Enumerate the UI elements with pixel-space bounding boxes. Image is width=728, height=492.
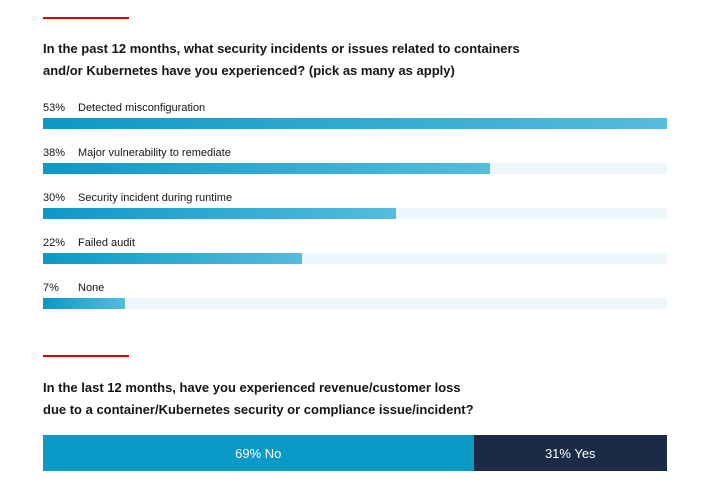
question2-line1: In the last 12 months, have you experien… — [43, 380, 461, 395]
bar-fill — [43, 253, 303, 264]
question1-line2: and/or Kubernetes have you experienced? … — [43, 63, 455, 78]
question1-title: In the past 12 months, what security inc… — [43, 38, 683, 82]
bar-category-label: Failed audit — [78, 237, 135, 249]
bar-row: 53% Detected misconfiguration — [43, 101, 667, 129]
section2-accent-rule — [43, 355, 129, 357]
section1-accent-rule — [43, 17, 129, 19]
bar-category-label: Major vulnerability to remediate — [78, 147, 231, 159]
bar-track — [43, 298, 667, 309]
question1-line1: In the past 12 months, what security inc… — [43, 41, 520, 56]
bar-row: 30% Security incident during runtime — [43, 191, 667, 219]
bar-label: 38% Major vulnerability to remediate — [43, 146, 231, 160]
bar-fill — [43, 298, 126, 309]
question2-title: In the last 12 months, have you experien… — [43, 377, 683, 421]
bar-value-label: 30% — [43, 192, 66, 204]
bar-category-label: Detected misconfiguration — [78, 102, 206, 114]
question2-line2: due to a container/Kubernetes security o… — [43, 402, 474, 417]
bar-value-label: 22% — [43, 237, 66, 249]
bar-row: 22% Failed audit — [43, 236, 667, 264]
bar-label: 7% None — [43, 281, 104, 295]
bar-fill — [43, 163, 491, 174]
bar-row: 7% None — [43, 281, 667, 309]
bar-track — [43, 163, 667, 174]
bar-value-label: 38% — [43, 147, 66, 159]
bar-track — [43, 118, 667, 129]
bar-label: 30% Security incident during runtime — [43, 191, 232, 205]
bar-category-label: Security incident during runtime — [78, 192, 233, 204]
bar-fill — [43, 208, 397, 219]
bar-fill — [43, 118, 667, 129]
bar-label: 53% Detected misconfiguration — [43, 101, 205, 115]
bar-track — [43, 253, 667, 264]
bar-value-label: 53% — [43, 102, 66, 114]
bar-row: 38% Major vulnerability to remediate — [43, 146, 667, 174]
split-segment-yes: 31% Yes — [473, 435, 667, 471]
bar-label: 22% Failed audit — [43, 236, 135, 250]
split-segment-no: 69% No — [43, 435, 474, 471]
revenue-loss-split-bar: 69% No 31% Yes — [43, 435, 667, 471]
bar-value-label: 7% — [43, 282, 59, 294]
bar-track — [43, 208, 667, 219]
bar-category-label: None — [78, 282, 105, 294]
